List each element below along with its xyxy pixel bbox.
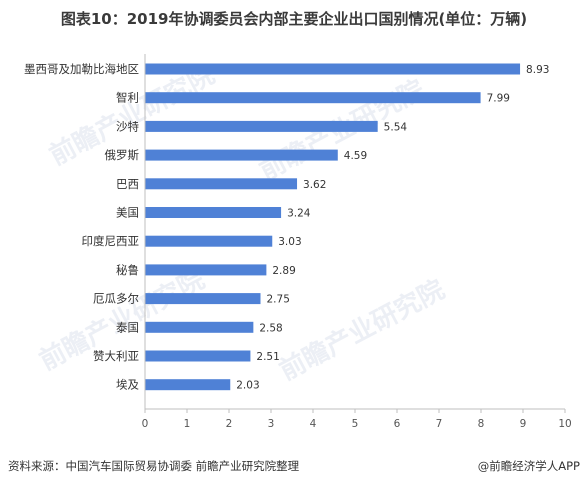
x-tick-label-6: 6 bbox=[394, 418, 401, 430]
value-label-1: 7.99 bbox=[487, 93, 510, 105]
bar-11 bbox=[145, 379, 231, 391]
value-label-8: 2.75 bbox=[267, 294, 290, 306]
bar-6 bbox=[145, 235, 273, 247]
bar-8 bbox=[145, 293, 261, 305]
x-tick-label-7: 7 bbox=[436, 418, 443, 430]
x-tick-label-9: 9 bbox=[520, 418, 527, 430]
value-label-9: 2.58 bbox=[259, 322, 282, 334]
bar-5 bbox=[145, 207, 282, 218]
bar-10 bbox=[145, 350, 251, 362]
value-label-7: 2.89 bbox=[272, 265, 295, 277]
x-tick-label-1: 1 bbox=[184, 418, 191, 430]
x-tick-label-4: 4 bbox=[310, 418, 317, 430]
category-label-8: 厄瓜多尔 bbox=[93, 292, 139, 306]
bar-1 bbox=[145, 92, 481, 104]
x-tick-label-3: 3 bbox=[268, 418, 275, 430]
x-tick-label-0: 0 bbox=[142, 418, 149, 430]
value-label-4: 3.62 bbox=[303, 179, 326, 191]
category-label-10: 赞大利亚 bbox=[93, 349, 139, 363]
bar-7 bbox=[145, 264, 267, 276]
category-label-3: 俄罗斯 bbox=[105, 148, 140, 162]
brand-credit: @前瞻经济学人APP bbox=[477, 459, 580, 473]
category-label-0: 墨西哥及加勒比海地区 bbox=[24, 62, 139, 76]
x-tick-label-8: 8 bbox=[478, 418, 485, 430]
x-tick-label-5: 5 bbox=[352, 418, 359, 430]
category-label-6: 印度尼西亚 bbox=[82, 234, 140, 248]
category-label-9: 泰国 bbox=[116, 320, 139, 334]
value-label-3: 4.59 bbox=[344, 150, 367, 162]
value-label-5: 3.24 bbox=[287, 208, 311, 220]
category-label-2: 沙特 bbox=[116, 119, 139, 133]
value-label-0: 8.93 bbox=[526, 64, 549, 76]
category-label-1: 智利 bbox=[116, 91, 139, 105]
value-label-10: 2.51 bbox=[256, 351, 279, 363]
bar-9 bbox=[145, 321, 254, 333]
category-label-4: 巴西 bbox=[116, 177, 139, 191]
bars-group: 墨西哥及加勒比海地区 8.93 智利 7.99 沙特 5.54 俄罗斯 4.59 巴西 3.62 美… bbox=[24, 62, 549, 392]
category-label-7: 秘鲁 bbox=[116, 263, 139, 277]
value-label-6: 3.03 bbox=[278, 236, 301, 248]
bar-0 bbox=[145, 63, 521, 75]
value-label-2: 5.54 bbox=[384, 121, 408, 133]
x-tick-label-10: 10 bbox=[558, 418, 571, 430]
bar-3 bbox=[145, 149, 338, 161]
source-note: 资料来源：中国汽车国际贸易协调委 前瞻产业研究院整理 bbox=[8, 459, 300, 473]
x-tick-label-2: 2 bbox=[226, 418, 233, 430]
category-label-11: 埃及 bbox=[116, 378, 139, 392]
bar-4 bbox=[145, 178, 298, 190]
chart-title: 图表10：2019年协调委员会内部主要企业出口国别情况(单位：万辆) bbox=[60, 10, 528, 28]
category-label-5: 美国 bbox=[116, 206, 139, 220]
bar-2 bbox=[145, 120, 378, 132]
x-axis: 0 1 2 3 4 5 6 7 8 9 10 bbox=[142, 54, 572, 430]
value-label-11: 2.03 bbox=[236, 380, 259, 392]
